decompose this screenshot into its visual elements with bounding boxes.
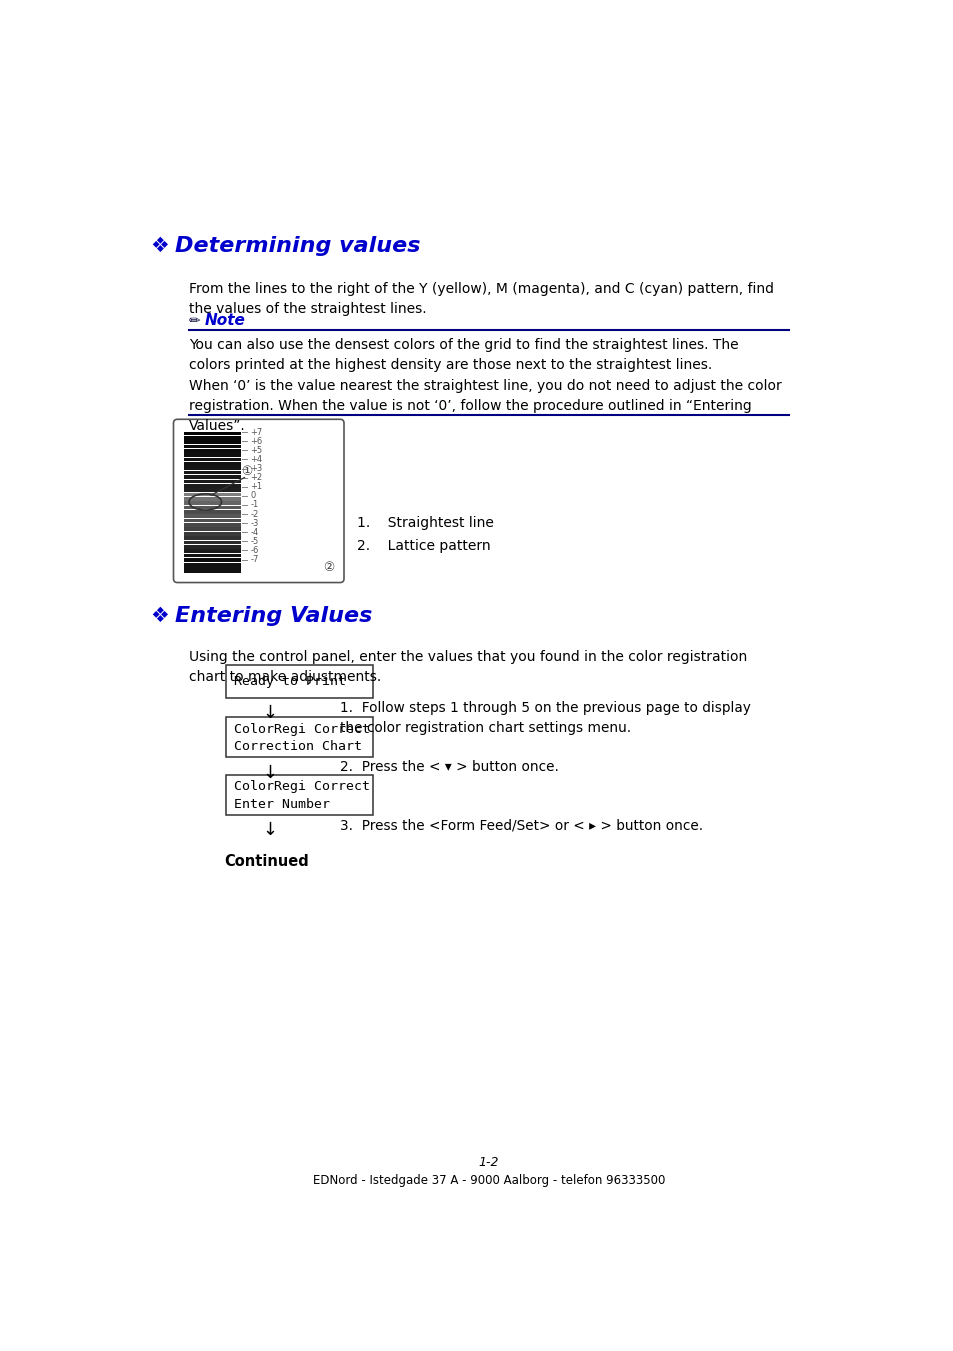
Bar bbox=[183, 519, 241, 523]
Text: -1: -1 bbox=[250, 500, 258, 509]
Text: +5: +5 bbox=[250, 446, 262, 455]
Bar bbox=[183, 536, 241, 540]
Text: Entering Values: Entering Values bbox=[174, 605, 372, 626]
Bar bbox=[183, 431, 241, 435]
Bar bbox=[183, 466, 241, 470]
Bar bbox=[183, 511, 241, 513]
Text: 2.    Lattice pattern: 2. Lattice pattern bbox=[356, 539, 490, 554]
Text: 1.    Straightest line: 1. Straightest line bbox=[356, 516, 494, 530]
Text: -6: -6 bbox=[250, 546, 258, 555]
Bar bbox=[183, 470, 241, 474]
Bar bbox=[183, 449, 241, 453]
Text: -3: -3 bbox=[250, 519, 258, 528]
Text: Determining values: Determining values bbox=[174, 236, 420, 257]
Bar bbox=[183, 458, 241, 462]
Bar bbox=[183, 505, 241, 509]
Text: ↓: ↓ bbox=[262, 821, 277, 839]
Bar bbox=[226, 717, 373, 758]
Bar bbox=[183, 501, 241, 505]
Text: Note: Note bbox=[204, 313, 245, 328]
Text: You can also use the densest colors of the grid to find the straightest lines. T: You can also use the densest colors of t… bbox=[189, 339, 781, 432]
Text: Using the control panel, enter the values that you found in the color registrati: Using the control panel, enter the value… bbox=[189, 650, 746, 685]
Bar bbox=[183, 527, 241, 531]
Bar bbox=[183, 484, 241, 488]
Bar bbox=[183, 497, 241, 501]
Text: 3.  Press the <Form Feed/Set> or < ▸ > button once.: 3. Press the <Form Feed/Set> or < ▸ > bu… bbox=[340, 819, 702, 832]
Bar bbox=[183, 454, 241, 457]
Bar bbox=[183, 462, 241, 466]
Text: 2.  Press the < ▾ > button once.: 2. Press the < ▾ > button once. bbox=[340, 761, 558, 774]
Text: EDNord - Istedgade 37 A - 9000 Aalborg - telefon 96333500: EDNord - Istedgade 37 A - 9000 Aalborg -… bbox=[313, 1174, 664, 1188]
Text: Continued: Continued bbox=[224, 854, 309, 869]
Bar bbox=[183, 532, 241, 535]
Bar bbox=[183, 550, 241, 553]
Text: 1-2: 1-2 bbox=[478, 1156, 498, 1169]
Bar bbox=[183, 554, 241, 558]
Text: ColorRegi Correct
Enter Number: ColorRegi Correct Enter Number bbox=[233, 781, 370, 811]
Text: ✏: ✏ bbox=[189, 313, 200, 328]
Text: 0: 0 bbox=[250, 492, 255, 500]
Text: ❖: ❖ bbox=[150, 605, 169, 626]
Text: +2: +2 bbox=[250, 473, 262, 482]
Text: +3: +3 bbox=[250, 463, 262, 473]
Text: ②: ② bbox=[322, 562, 334, 574]
Bar bbox=[183, 523, 241, 527]
Bar bbox=[183, 540, 241, 544]
Bar bbox=[183, 488, 241, 492]
Bar bbox=[183, 476, 241, 478]
Bar bbox=[183, 515, 241, 519]
Text: -2: -2 bbox=[250, 509, 258, 519]
Text: ❖: ❖ bbox=[150, 236, 169, 257]
Text: 1.  Follow steps 1 through 5 on the previous page to display
the color registrat: 1. Follow steps 1 through 5 on the previ… bbox=[340, 701, 750, 735]
Text: ColorRegi Correct
Correction Chart: ColorRegi Correct Correction Chart bbox=[233, 723, 370, 753]
Bar bbox=[183, 444, 241, 449]
Text: +4: +4 bbox=[250, 455, 262, 463]
Text: -4: -4 bbox=[250, 528, 258, 536]
Text: +7: +7 bbox=[250, 428, 262, 436]
Bar bbox=[183, 440, 241, 444]
Bar bbox=[183, 563, 241, 573]
Bar bbox=[183, 544, 241, 549]
Bar bbox=[226, 665, 373, 698]
Bar bbox=[226, 775, 373, 815]
Text: -7: -7 bbox=[250, 555, 258, 565]
Text: From the lines to the right of the Y (yellow), M (magenta), and C (cyan) pattern: From the lines to the right of the Y (ye… bbox=[189, 282, 773, 316]
Bar bbox=[183, 436, 241, 439]
FancyBboxPatch shape bbox=[173, 419, 344, 582]
Text: ↓: ↓ bbox=[262, 763, 277, 781]
Text: Ready to Print: Ready to Print bbox=[233, 676, 346, 688]
Text: -5: -5 bbox=[250, 536, 258, 546]
Text: +6: +6 bbox=[250, 436, 262, 446]
Text: ↓: ↓ bbox=[262, 704, 277, 723]
Bar bbox=[183, 493, 241, 496]
Bar bbox=[183, 558, 241, 562]
Text: +1: +1 bbox=[250, 482, 262, 492]
Text: ①: ① bbox=[241, 465, 253, 478]
Bar bbox=[183, 480, 241, 484]
